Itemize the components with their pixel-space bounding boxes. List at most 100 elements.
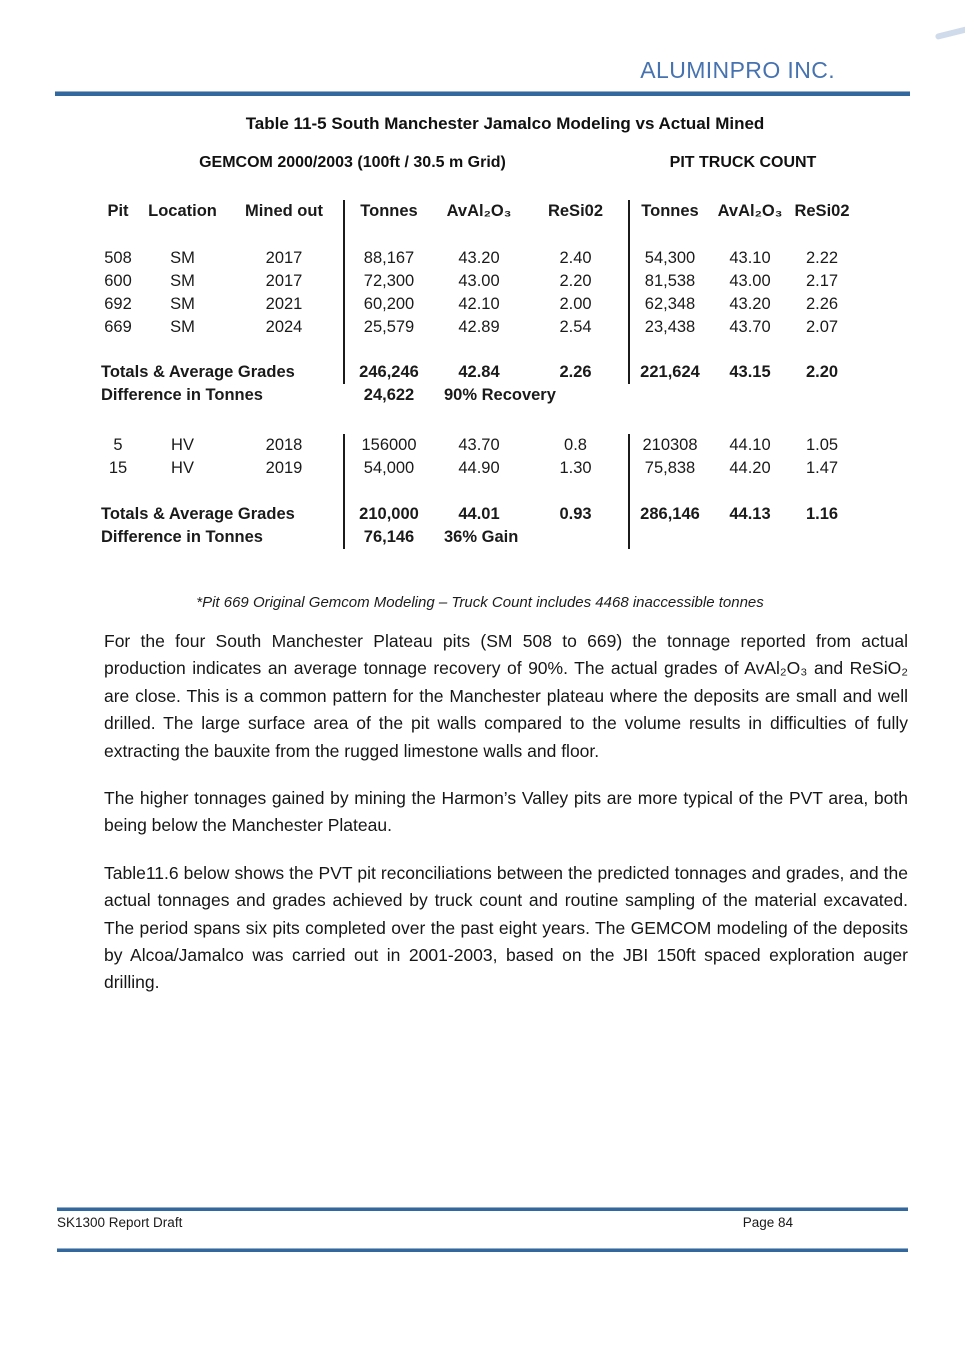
cell: 43.70: [458, 436, 500, 454]
hv-totals-row: Totals & Average Grades 210,000 44.01 0.…: [96, 502, 860, 526]
cell: 43.00: [729, 272, 771, 290]
cell: 15: [108, 459, 128, 477]
cell: 44.20: [729, 459, 771, 477]
cell: 54,000: [363, 459, 415, 477]
sm-difference-row: Difference in Tonnes 24,622 90% Recovery: [96, 384, 860, 407]
cell: 1.05: [805, 436, 839, 454]
col-header-resi02-gemcom: ReSi02: [547, 202, 604, 220]
cell: 2024: [265, 318, 303, 336]
cell: 44.10: [729, 436, 771, 454]
cell: 2.26: [559, 362, 592, 381]
cell: 44.01: [458, 504, 500, 523]
cell: 508: [104, 249, 132, 267]
cell: 54,300: [644, 249, 696, 267]
cell: 44.13: [729, 504, 771, 523]
cell: 43.20: [729, 295, 771, 313]
difference-label: Difference in Tonnes: [101, 528, 263, 546]
cell: 42.10: [458, 295, 500, 313]
cell: SM: [170, 295, 195, 313]
cell: 2.20: [805, 362, 839, 381]
table-row-pit-508: 508 SM 2017 88,167 43.20 2.40 54,300 43.…: [96, 247, 860, 270]
col-header-tonnes-truck: Tonnes: [641, 202, 699, 220]
cell: 81,538: [644, 272, 696, 290]
col-header-tonnes-gemcom: Tonnes: [360, 202, 418, 220]
col-header-location: Location: [148, 202, 217, 220]
cell: 1.30: [559, 459, 592, 477]
cell: 286,146: [640, 504, 700, 523]
cell: 2017: [265, 249, 303, 267]
paragraph-table-11-6: Table11.6 below shows the PVT pit reconc…: [104, 862, 908, 993]
cell: 0.93: [559, 504, 592, 523]
cell: 2021: [265, 295, 303, 313]
cell: 0.8: [564, 436, 587, 454]
cell: 23,438: [644, 318, 696, 336]
cell: 43.15: [729, 362, 771, 381]
cell: 2.17: [805, 272, 839, 290]
gain-note: 36% Gain: [444, 528, 519, 546]
cell: 2018: [265, 436, 303, 454]
cell: 42.84: [458, 362, 500, 381]
cell: 75,838: [644, 459, 696, 477]
cell: 2.22: [805, 249, 839, 267]
group-header-truck-count: PIT TRUCK COUNT: [669, 154, 817, 171]
cell: 25,579: [363, 318, 415, 336]
col-header-aval2o3-gemcom: AvAl₂O₃: [446, 202, 512, 220]
spacer-row: [96, 223, 860, 247]
cell: 1.47: [805, 459, 839, 477]
table-row-pit-692: 692 SM 2021 60,200 42.10 2.00 62,348 43.…: [96, 293, 860, 316]
cell: 2.07: [805, 318, 839, 336]
table-footnote: *Pit 669 Original Gemcom Modeling – Truc…: [196, 594, 764, 611]
cell: 42.89: [458, 318, 500, 336]
paragraph-sm-recovery: For the four South Manchester Plateau pi…: [104, 631, 908, 761]
cell: 44.90: [458, 459, 500, 477]
spacer-row: [96, 339, 860, 360]
footer-document-title: SK1300 Report Draft: [57, 1215, 183, 1230]
cell: 62,348: [644, 295, 696, 313]
cell: 221,624: [640, 362, 700, 381]
cell: 72,300: [363, 272, 415, 290]
table-row-pit-669: 669 SM 2024 25,579 42.89 2.54 23,438 43.…: [96, 316, 860, 339]
cell: 2017: [265, 272, 303, 290]
cell: 600: [104, 272, 132, 290]
cell: 43.70: [729, 318, 771, 336]
cell: 692: [104, 295, 132, 313]
cell: 2.26: [805, 295, 839, 313]
cell: 43.20: [458, 249, 500, 267]
spacer-row: [96, 407, 860, 434]
col-header-aval2o3-truck: AvAl₂O₃: [717, 202, 783, 220]
cell: HV: [171, 459, 194, 477]
body-text: For the four South Manchester Plateau pi…: [104, 628, 908, 1017]
footer-page-number: Page 84: [742, 1215, 793, 1230]
cell: 2.20: [559, 272, 592, 290]
cell: 210,000: [359, 504, 419, 523]
spacer-row: [96, 480, 860, 502]
cell: 156000: [361, 436, 417, 454]
table-row-pit-5: 5 HV 2018 156000 43.70 0.8 210308 44.10 …: [96, 434, 860, 457]
cell: 2019: [265, 459, 303, 477]
totals-label: Totals & Average Grades: [101, 362, 295, 381]
footer-rule-top: [57, 1207, 908, 1211]
table-row-pit-600: 600 SM 2017 72,300 43.00 2.20 81,538 43.…: [96, 270, 860, 293]
footer-rule-bottom: [57, 1248, 908, 1252]
cell: 1.16: [805, 504, 839, 523]
cell: 5: [113, 436, 123, 454]
cell: 43.00: [458, 272, 500, 290]
hv-difference-row: Difference in Tonnes 76,146 36% Gain: [96, 526, 860, 549]
recovery-note: 90% Recovery: [444, 386, 556, 404]
company-name: ALUMINPRO INC.: [640, 57, 835, 83]
col-header-pit: Pit: [107, 202, 129, 220]
table-header-row: Pit Location Mined out Tonnes AvAl₂O₃ Re…: [96, 200, 860, 223]
cell: SM: [170, 318, 195, 336]
cell: SM: [170, 272, 195, 290]
cell: 210308: [642, 436, 698, 454]
cell: HV: [171, 436, 194, 454]
table-title: Table 11-5 South Manchester Jamalco Mode…: [245, 114, 765, 133]
cell: 669: [104, 318, 132, 336]
cell: 43.10: [729, 249, 771, 267]
col-header-resi02-truck: ReSi02: [794, 202, 850, 220]
difference-tonnes: 76,146: [363, 528, 415, 546]
col-header-mined-out: Mined out: [245, 202, 323, 220]
totals-label: Totals & Average Grades: [101, 504, 295, 523]
cell: 246,246: [359, 362, 419, 381]
